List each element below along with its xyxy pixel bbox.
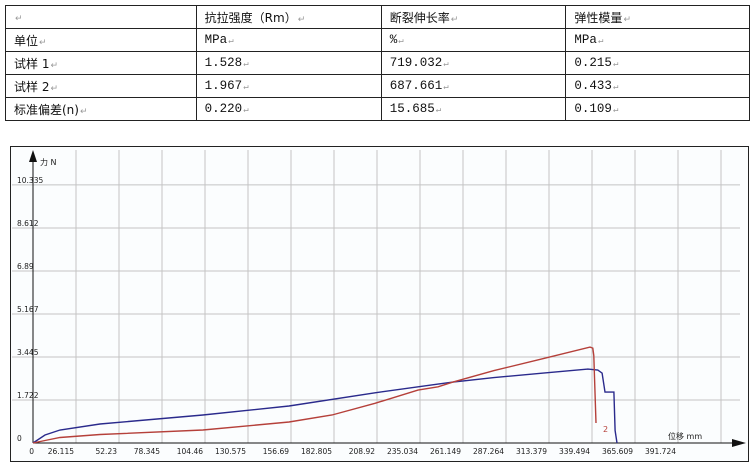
cell-text: 719.032 xyxy=(389,56,443,70)
cell-text: 抗拉强度（Rm） xyxy=(204,10,297,25)
cell-text: % xyxy=(389,33,398,47)
table-cell: 0.109↵ xyxy=(565,97,750,121)
series-line-2 xyxy=(32,346,597,444)
cell-text: 0.433 xyxy=(574,79,612,93)
series-annotation: 2 xyxy=(603,425,608,434)
x-tick-label: 52.23 xyxy=(96,447,118,456)
y-tick-label: 8.612 xyxy=(17,219,39,228)
x-tick-label: 78.345 xyxy=(134,447,160,456)
paragraph-mark-icon: ↵ xyxy=(297,14,306,25)
cell-text: 0.220 xyxy=(204,102,243,116)
table-cell: MPa↵ xyxy=(565,28,750,52)
x-axis-label: 位移 mm xyxy=(668,431,702,441)
table-cell: 15.685↵ xyxy=(380,97,567,121)
paragraph-mark-icon: ↵ xyxy=(228,36,234,46)
paragraph-mark-icon: ↵ xyxy=(79,106,88,117)
y-tick-label: 10.335 xyxy=(17,176,43,185)
cell-text: 687.661 xyxy=(389,79,443,93)
row-label-cell: 标准偏差(n)↵ xyxy=(5,97,197,121)
paragraph-mark-icon: ↵ xyxy=(623,14,631,25)
paragraph-mark-icon: ↵ xyxy=(50,83,58,94)
x-tick-label: 104.46 xyxy=(177,447,203,456)
x-tick-label: 156.69 xyxy=(263,447,289,456)
paragraph-mark-icon: ↵ xyxy=(243,105,249,115)
paragraph-mark-icon: ↵ xyxy=(612,105,619,115)
cell-text: 1.967 xyxy=(204,79,243,93)
x-tick-label: 339.494 xyxy=(559,447,590,456)
cell-text: 试样 1 xyxy=(14,56,50,71)
x-tick-label: 0 xyxy=(29,447,34,456)
paragraph-mark-icon: ↵ xyxy=(612,82,619,92)
table-cell: 0.220↵ xyxy=(195,97,382,121)
paragraph-mark-icon: ↵ xyxy=(39,37,47,48)
paragraph-mark-icon: ↵ xyxy=(15,14,23,24)
y-tick-label: 3.445 xyxy=(17,348,39,357)
cell-text: 0.215 xyxy=(574,56,612,70)
cell-text: 15.685 xyxy=(389,102,435,116)
x-tick-label: 182.805 xyxy=(301,447,332,456)
y-tick-label: 5.167 xyxy=(17,305,39,314)
cell-text: 单位 xyxy=(14,33,39,48)
paragraph-mark-icon: ↵ xyxy=(243,59,249,69)
table-cell: 0.433↵ xyxy=(565,74,750,98)
cell-text: MPa xyxy=(204,33,228,47)
paragraph-mark-icon: ↵ xyxy=(597,36,604,46)
y-tick-label: 6.89 xyxy=(17,262,34,271)
y-tick-label: 1.722 xyxy=(17,391,39,400)
table-cell: 1.967↵ xyxy=(195,74,382,98)
table-cell: 断裂伸长率↵ xyxy=(380,5,567,29)
table-cell: 1.528↵ xyxy=(195,51,382,75)
table-row: 试样 1↵ 1.528↵ 719.032↵ 0.215↵ xyxy=(5,51,750,75)
row-label-cell: 试样 1↵ xyxy=(5,51,197,75)
table-header-row: ↵ 抗拉强度（Rm）↵ 断裂伸长率↵ 弹性模量↵ xyxy=(5,5,750,29)
x-tick-label: 235.034 xyxy=(387,447,418,456)
x-tick-label: 287.264 xyxy=(473,447,504,456)
x-tick-label: 208.92 xyxy=(349,447,375,456)
paragraph-mark-icon: ↵ xyxy=(243,82,249,92)
chart-frame xyxy=(10,146,749,462)
x-axis-arrow-icon xyxy=(732,439,746,447)
x-tick-label: 365.609 xyxy=(602,447,633,456)
series-line-1 xyxy=(32,368,618,444)
table-cell: MPa↵ xyxy=(195,28,382,52)
x-tick-label: 130.575 xyxy=(215,447,246,456)
results-table: ↵ 抗拉强度（Rm）↵ 断裂伸长率↵ 弹性模量↵ 单位↵ MPa↵ %↵ MPa↵ 试样 1↵ 1… xyxy=(5,5,750,121)
x-tick-label: 391.724 xyxy=(645,447,676,456)
y-axis-label: 力 N xyxy=(40,157,57,167)
paragraph-mark-icon: ↵ xyxy=(443,59,449,69)
paragraph-mark-icon: ↵ xyxy=(435,105,442,115)
table-cell: %↵ xyxy=(380,28,567,52)
table-cell: 0.215↵ xyxy=(565,51,750,75)
x-tick-label: 313.379 xyxy=(516,447,547,456)
y-tick-label: 0 xyxy=(17,434,22,443)
cell-text: 弹性模量 xyxy=(574,10,623,25)
y-axis-arrow-icon xyxy=(29,150,37,162)
paragraph-mark-icon: ↵ xyxy=(50,60,58,71)
paragraph-mark-icon: ↵ xyxy=(612,59,619,69)
paragraph-mark-icon: ↵ xyxy=(398,36,404,46)
paragraph-mark-icon: ↵ xyxy=(450,14,459,25)
cell-text: 1.528 xyxy=(204,56,243,70)
cell-text: 0.109 xyxy=(574,102,612,116)
cell-text: MPa xyxy=(574,33,597,47)
table-row: 试样 2↵ 1.967↵ 687.661↵ 0.433↵ xyxy=(5,74,750,98)
x-tick-label: 261.149 xyxy=(430,447,461,456)
cell-text: 断裂伸长率 xyxy=(389,10,450,25)
table-row: 标准偏差(n)↵ 0.220↵ 15.685↵ 0.109↵ xyxy=(5,97,750,121)
x-tick-label: 26.115 xyxy=(48,447,74,456)
paragraph-mark-icon: ↵ xyxy=(443,82,449,92)
cell-text: 试样 2 xyxy=(14,79,50,94)
cell-text: 标准偏差(n) xyxy=(14,102,79,117)
